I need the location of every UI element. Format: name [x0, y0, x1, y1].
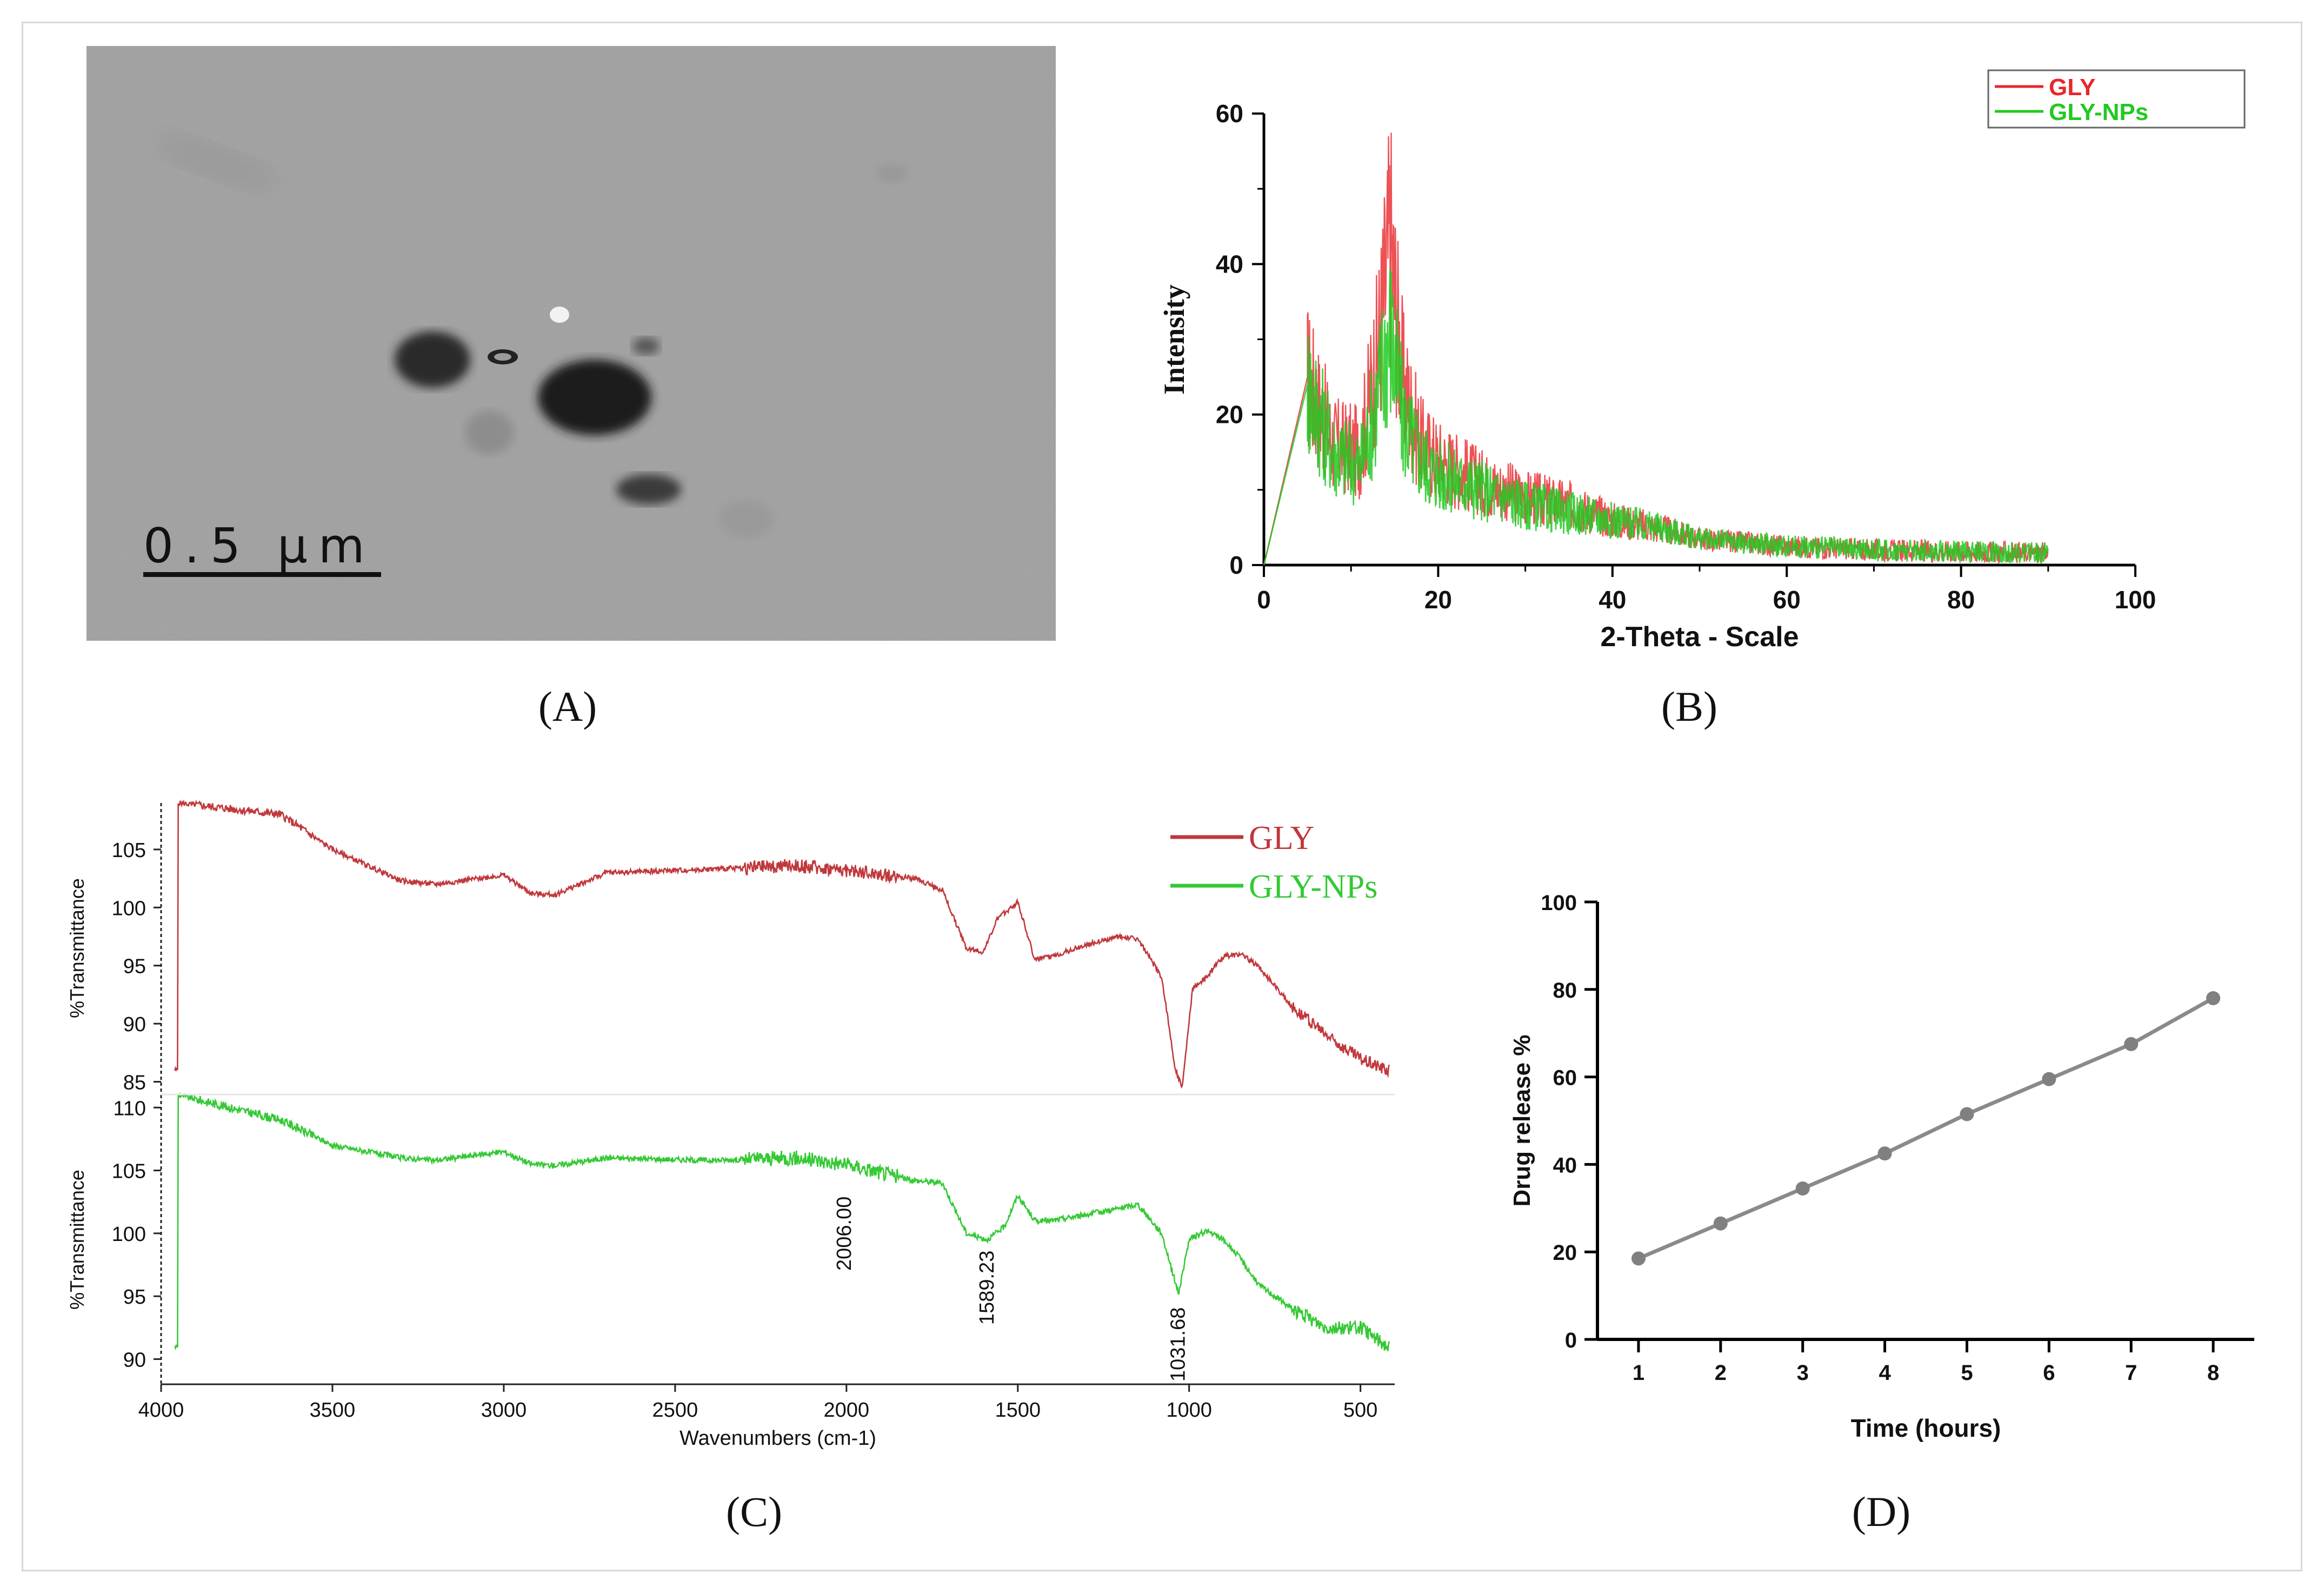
y-tick-label: 60: [1216, 99, 1243, 128]
peak-annotation: 2006.00: [833, 1197, 856, 1271]
y-tick-label: 85: [123, 1072, 146, 1094]
y-tick-label: 40: [1553, 1153, 1577, 1177]
x-axis-label: Wavenumbers (cm-1): [680, 1427, 876, 1450]
x-tick-label: 60: [1773, 586, 1801, 614]
data-point: [1713, 1216, 1728, 1231]
peak-annotation: 1031.68: [1167, 1307, 1190, 1382]
y-tick-label: 105: [112, 1160, 146, 1183]
y-tick-label: 80: [1553, 979, 1577, 1003]
y-tick-label: 90: [123, 1013, 146, 1036]
legend: GLY GLY-NPs: [1170, 820, 1377, 905]
particle: [550, 307, 569, 323]
y-tick-label: 40: [1216, 250, 1243, 278]
x-tick-label: 4000: [138, 1399, 184, 1422]
y-tick-label: 110: [113, 1097, 146, 1120]
panel-label-a: (A): [538, 683, 597, 730]
data-point: [1631, 1251, 1646, 1266]
data-point: [1877, 1146, 1892, 1161]
x-tick-label: 4: [1879, 1361, 1891, 1385]
chart-b-xrd: 0 20 40 60 80 100 0 20 40 60 2-Theta - Scale Intens…: [1158, 69, 2246, 653]
data-point: [1795, 1181, 1810, 1196]
scale-bar-label: 0.5 μm: [143, 518, 376, 574]
chart-c-ftir: 85 90 95 100 105 %Transmittance 90 95 100 105 110%…: [66, 799, 1395, 1450]
y-tick-label: 95: [123, 955, 146, 978]
particle: [538, 360, 651, 435]
y-tick-label: 105: [112, 839, 146, 862]
y-tick-label: 0: [1565, 1329, 1577, 1352]
series-line-gly-nps: [1263, 268, 2049, 566]
y-tick-label: 20: [1216, 401, 1243, 429]
data-point: [2206, 991, 2221, 1005]
x-tick-label: 8: [2207, 1361, 2219, 1385]
y-tick-label: 20: [1553, 1241, 1577, 1265]
x-tick-label: 100: [2115, 586, 2156, 614]
y-tick-label: 100: [112, 897, 146, 920]
x-axis-label: 2-Theta - Scale: [1600, 621, 1799, 653]
x-tick-label: 40: [1599, 586, 1626, 614]
y-tick-label: 60: [1553, 1066, 1577, 1090]
chart-d-drug-release: 0 20 40 60 80 100 1 2 3 4 5 6 7 8 Time (hours) Drug rel…: [1509, 891, 2254, 1442]
x-tick-label: 20: [1424, 586, 1452, 614]
data-point: [2124, 1037, 2139, 1051]
data-point: [1960, 1107, 1974, 1121]
x-tick-label: 5: [1961, 1361, 1973, 1385]
y-tick-label: 95: [123, 1286, 146, 1309]
legend-label-gly: GLY: [2049, 74, 2095, 101]
x-tick-label: 2500: [652, 1399, 698, 1422]
x-tick-label: 80: [1947, 586, 1975, 614]
x-tick-label: 3500: [310, 1399, 356, 1422]
micrograph-background: [86, 46, 1056, 641]
x-tick-label: 1: [1633, 1361, 1644, 1385]
x-tick-label: 1500: [995, 1399, 1041, 1422]
series-line-gly: [174, 799, 1390, 1089]
x-tick-label: 6: [2043, 1361, 2055, 1385]
x-tick-label: 3: [1797, 1361, 1809, 1385]
x-axis-label: Time (hours): [1851, 1414, 2001, 1442]
peak-annotation: 1589.23: [976, 1251, 998, 1325]
particle: [395, 331, 470, 388]
x-tick-label: 2000: [824, 1399, 870, 1422]
panel-label-c: (C): [726, 1488, 782, 1535]
x-tick-label: 2: [1715, 1361, 1727, 1385]
legend-box: [1987, 69, 2246, 129]
series-line-drug-release: [1637, 996, 2214, 1260]
y-tick-label: 90: [123, 1349, 146, 1371]
scale-bar: [143, 572, 381, 577]
y-tick-label: 100: [1541, 891, 1577, 915]
particle: [616, 474, 681, 505]
series-line-gly-nps: [174, 1092, 1390, 1351]
x-tick-label: 7: [2125, 1361, 2137, 1385]
legend-label-gly: GLY: [1249, 820, 1314, 857]
y-axis-label: Intensity: [1158, 284, 1190, 395]
y-tick-label: 100: [112, 1223, 146, 1246]
y-axis-label: %Transmittance: [66, 878, 88, 1018]
data-point: [2042, 1072, 2056, 1086]
y-tick-label: 0: [1229, 551, 1243, 579]
x-tick-label: 1000: [1166, 1399, 1212, 1422]
y-axis-label: Drug release %: [1509, 1035, 1535, 1207]
panel-label-b: (B): [1661, 683, 1717, 730]
x-tick-label: 500: [1343, 1399, 1377, 1422]
panel-label-d: (D): [1852, 1488, 1910, 1535]
x-tick-label: 0: [1257, 586, 1271, 614]
y-axis-label: %Transmittance: [66, 1170, 88, 1310]
panel-a-micrograph: 0.5 μm: [86, 46, 1056, 641]
legend-label-gly-nps: GLY-NPs: [1249, 868, 1377, 905]
legend-label-gly-nps: GLY-NPs: [2049, 99, 2148, 125]
x-tick-label: 3000: [481, 1399, 527, 1422]
